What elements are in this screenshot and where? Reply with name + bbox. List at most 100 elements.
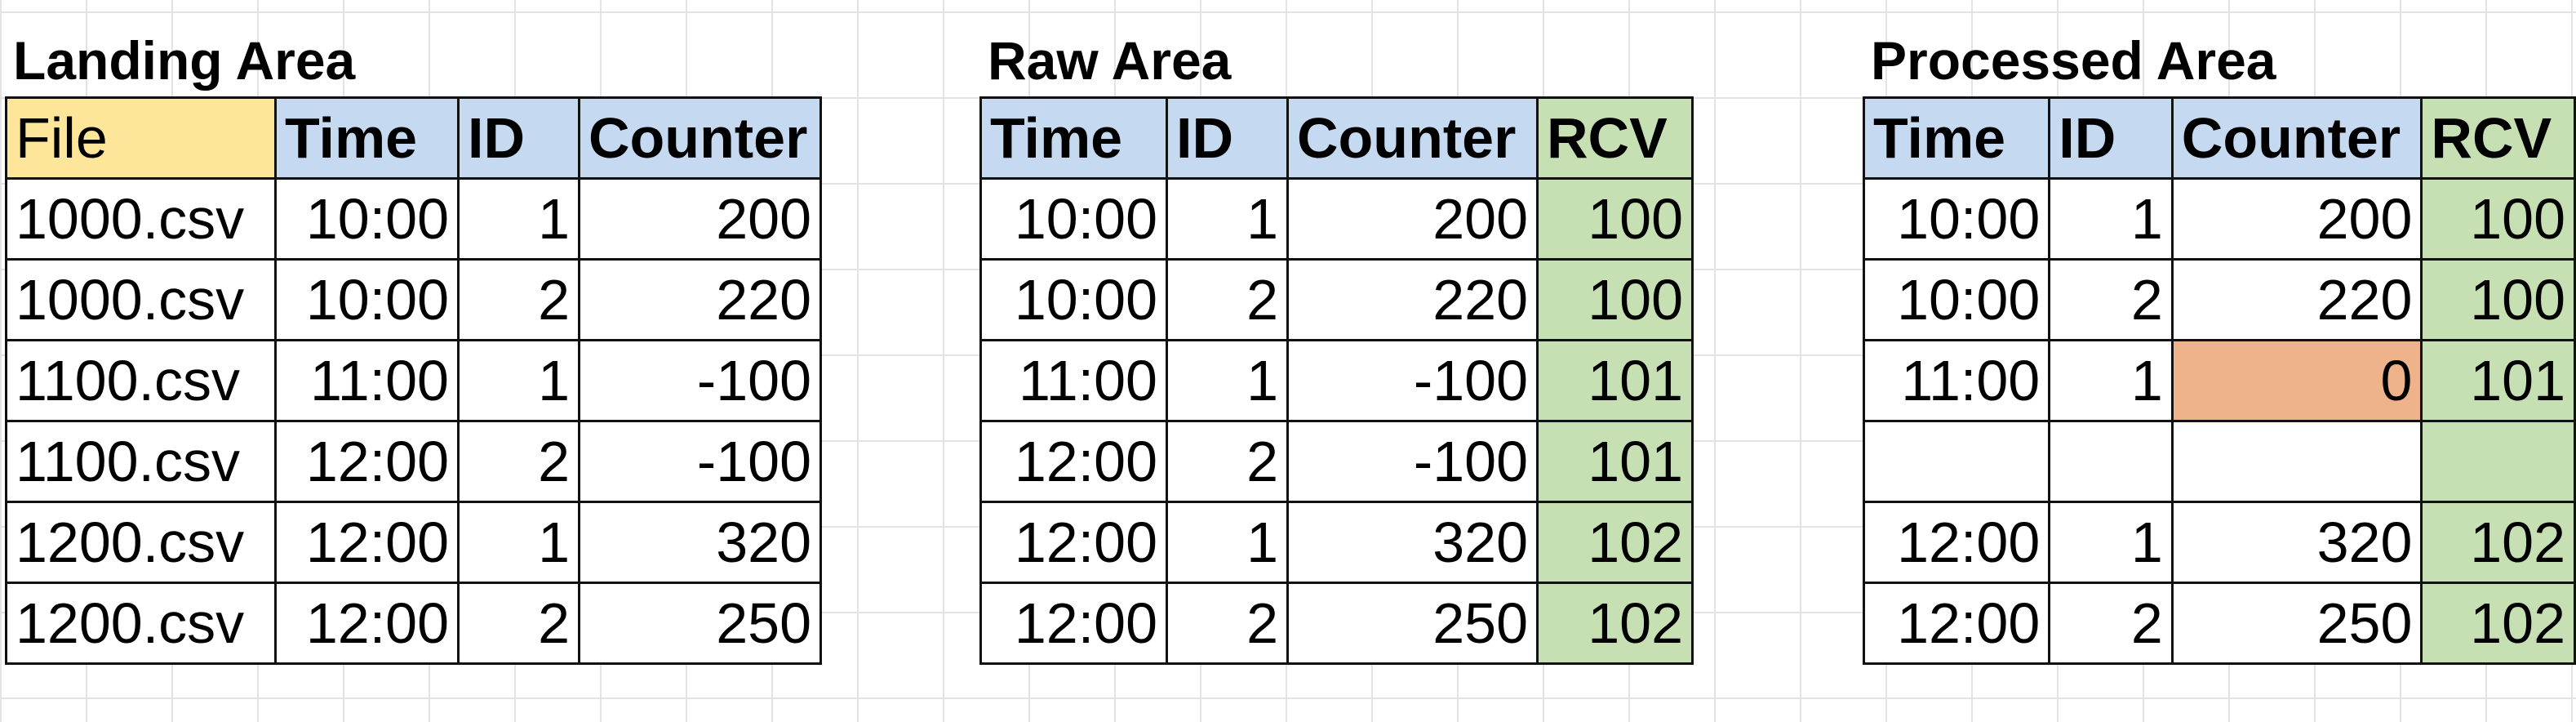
cell-counter[interactable]: 200: [578, 177, 822, 261]
cell-time[interactable]: 12:00: [1862, 582, 2051, 665]
cell-counter-highlighted[interactable]: 0: [2170, 339, 2423, 422]
header-rcv[interactable]: RCV: [1536, 96, 1694, 180]
raw-area-block: Raw Area Time ID Counter RCV 10:00 1 200…: [979, 11, 1694, 665]
cell-counter[interactable]: 200: [2170, 177, 2423, 261]
processed-header-row: Time ID Counter RCV: [1862, 96, 2576, 180]
cell-file[interactable]: 1000.csv: [5, 258, 277, 341]
cell-counter[interactable]: 250: [2170, 582, 2423, 665]
cell-rcv[interactable]: 101: [1536, 420, 1694, 503]
cell-rcv[interactable]: 100: [1536, 177, 1694, 261]
cell-time[interactable]: 12:00: [979, 501, 1168, 584]
cell-id[interactable]: 1: [2048, 177, 2174, 261]
header-file[interactable]: File: [5, 96, 277, 180]
cell-rcv[interactable]: [2420, 420, 2576, 503]
cell-time[interactable]: 10:00: [274, 258, 460, 341]
cell-id[interactable]: 1: [1166, 177, 1289, 261]
cell-id[interactable]: 1: [2048, 339, 2174, 422]
header-id[interactable]: ID: [1166, 96, 1289, 180]
cell-rcv[interactable]: 102: [1536, 501, 1694, 584]
cell-id[interactable]: 2: [1166, 420, 1289, 503]
table-row: 10:00 2 220 100: [979, 258, 1694, 341]
cell-id[interactable]: 1: [1166, 501, 1289, 584]
cell-id[interactable]: 1: [457, 177, 580, 261]
cell-time[interactable]: 12:00: [274, 420, 460, 503]
cell-id[interactable]: 1: [457, 501, 580, 584]
cell-counter[interactable]: 320: [578, 501, 822, 584]
cell-time[interactable]: 11:00: [1862, 339, 2051, 422]
cell-time[interactable]: 10:00: [979, 258, 1168, 341]
cell-time[interactable]: 10:00: [979, 177, 1168, 261]
cell-id[interactable]: [2048, 420, 2174, 503]
cell-counter[interactable]: [2170, 420, 2423, 503]
cell-id[interactable]: 2: [2048, 258, 2174, 341]
cell-rcv[interactable]: 101: [2420, 339, 2576, 422]
cell-time[interactable]: 10:00: [1862, 177, 2051, 261]
cell-id[interactable]: 1: [457, 339, 580, 422]
cell-counter[interactable]: 250: [578, 582, 822, 665]
cell-rcv[interactable]: 100: [1536, 258, 1694, 341]
header-counter[interactable]: Counter: [1286, 96, 1539, 180]
cell-id[interactable]: 2: [2048, 582, 2174, 665]
cell-counter[interactable]: 220: [1286, 258, 1539, 341]
table-row: 12:00 2 250 102: [979, 582, 1694, 665]
cell-time[interactable]: 11:00: [274, 339, 460, 422]
cell-id[interactable]: 2: [457, 258, 580, 341]
cell-counter[interactable]: 250: [1286, 582, 1539, 665]
header-rcv[interactable]: RCV: [2420, 96, 2576, 180]
cell-id[interactable]: 1: [2048, 501, 2174, 584]
table-row: 11:00 1 0 101: [1862, 339, 2576, 422]
header-time[interactable]: Time: [274, 96, 460, 180]
cell-time[interactable]: 12:00: [979, 582, 1168, 665]
cell-counter[interactable]: -100: [578, 420, 822, 503]
cell-time[interactable]: 11:00: [979, 339, 1168, 422]
raw-header-row: Time ID Counter RCV: [979, 96, 1694, 180]
cell-time[interactable]: [1862, 420, 2051, 503]
cell-counter[interactable]: 220: [578, 258, 822, 341]
cell-file[interactable]: 1200.csv: [5, 501, 277, 584]
cell-counter[interactable]: 320: [2170, 501, 2423, 584]
table-row: 1200.csv 12:00 2 250: [5, 582, 822, 665]
table-row: 10:00 1 200 100: [1862, 177, 2576, 261]
header-counter[interactable]: Counter: [2170, 96, 2423, 180]
cell-rcv[interactable]: 101: [1536, 339, 1694, 422]
cell-id[interactable]: 2: [1166, 582, 1289, 665]
cell-id[interactable]: 2: [457, 582, 580, 665]
header-id[interactable]: ID: [2048, 96, 2174, 180]
cell-time[interactable]: 12:00: [274, 501, 460, 584]
cell-rcv[interactable]: 102: [2420, 582, 2576, 665]
cell-counter[interactable]: -100: [578, 339, 822, 422]
cell-time[interactable]: 12:00: [274, 582, 460, 665]
cell-rcv[interactable]: 100: [2420, 258, 2576, 341]
processed-area-block: Processed Area Time ID Counter RCV 10:00…: [1862, 11, 2576, 665]
landing-area-table: File Time ID Counter 1000.csv 10:00 1 20…: [5, 96, 822, 665]
cell-time[interactable]: 12:00: [979, 420, 1168, 503]
landing-area-title: Landing Area: [13, 30, 356, 91]
header-id[interactable]: ID: [457, 96, 580, 180]
cell-id[interactable]: 1: [1166, 339, 1289, 422]
table-row: 1100.csv 12:00 2 -100: [5, 420, 822, 503]
header-time[interactable]: Time: [979, 96, 1168, 180]
cell-file[interactable]: 1000.csv: [5, 177, 277, 261]
cell-file[interactable]: 1100.csv: [5, 339, 277, 422]
cell-id[interactable]: 2: [457, 420, 580, 503]
cell-counter[interactable]: -100: [1286, 339, 1539, 422]
table-row: 12:00 1 320 102: [979, 501, 1694, 584]
cell-time[interactable]: 10:00: [1862, 258, 2051, 341]
cell-counter[interactable]: -100: [1286, 420, 1539, 503]
cell-counter[interactable]: 220: [2170, 258, 2423, 341]
header-time[interactable]: Time: [1862, 96, 2051, 180]
landing-area-block: Landing Area File Time ID Counter 1000.c…: [5, 11, 822, 665]
cell-file[interactable]: 1200.csv: [5, 582, 277, 665]
cell-rcv[interactable]: 102: [1536, 582, 1694, 665]
cell-time[interactable]: 12:00: [1862, 501, 2051, 584]
cell-time[interactable]: 10:00: [274, 177, 460, 261]
table-row: 1000.csv 10:00 1 200: [5, 177, 822, 261]
cell-id[interactable]: 2: [1166, 258, 1289, 341]
cell-rcv[interactable]: 100: [2420, 177, 2576, 261]
cell-counter[interactable]: 320: [1286, 501, 1539, 584]
header-counter[interactable]: Counter: [578, 96, 822, 180]
cell-counter[interactable]: 200: [1286, 177, 1539, 261]
cell-file[interactable]: 1100.csv: [5, 420, 277, 503]
raw-area-table: Time ID Counter RCV 10:00 1 200 100 10:0…: [979, 96, 1694, 665]
cell-rcv[interactable]: 102: [2420, 501, 2576, 584]
